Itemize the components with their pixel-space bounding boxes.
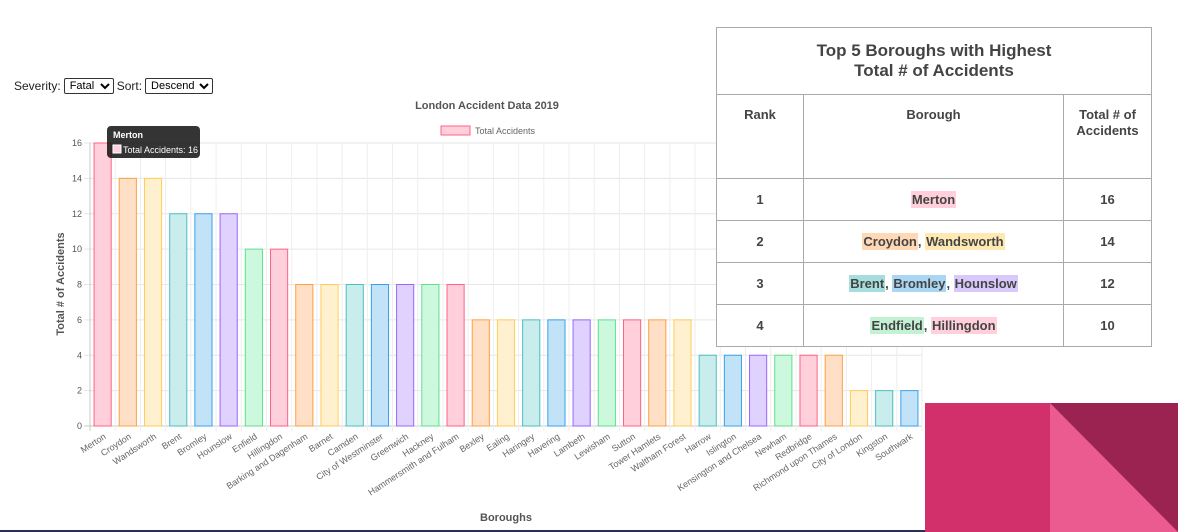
sort-select[interactable]: Descending [145, 78, 214, 94]
borough-chip: Brent [849, 275, 886, 292]
bar [723, 354, 742, 427]
table-row: 4 Endfield, Hillingdon 10 [716, 304, 1152, 347]
bar [648, 319, 667, 427]
rank-cell: 1 [716, 178, 804, 221]
x-tick-label: Bexley [458, 431, 487, 454]
borough-cell: Merton [803, 178, 1064, 221]
bar [698, 354, 717, 427]
table-row: 2 Croydon, Wandsworth 14 [716, 220, 1152, 263]
bar [270, 248, 289, 427]
bar [824, 354, 843, 427]
borough-chip: Endfield [870, 317, 924, 334]
bar [597, 319, 616, 427]
bar [396, 284, 415, 427]
corner-decoration [925, 403, 1178, 532]
severity-label: Severity: [14, 79, 61, 93]
bar [421, 284, 440, 427]
bar [572, 319, 591, 427]
bar [446, 284, 465, 427]
y-tick-label: 8 [77, 280, 82, 290]
borough-cell: Croydon, Wandsworth [803, 220, 1064, 263]
bar [496, 319, 516, 427]
y-tick-label: 16 [72, 138, 82, 148]
decoration-triangle [1050, 403, 1178, 532]
bar [622, 319, 642, 427]
bar [799, 354, 818, 427]
rank-cell: 2 [716, 220, 804, 263]
borough-chip: Hounslow [953, 275, 1018, 292]
bar [194, 213, 213, 427]
filter-controls: Severity: Fatal Sort: Descending [14, 78, 214, 94]
y-tick-label: 10 [72, 244, 82, 254]
bar [143, 177, 163, 427]
bar [169, 213, 188, 427]
table-row: 1 Merton 16 [716, 178, 1152, 221]
legend-swatch [440, 125, 471, 136]
borough-chip: Hillingdon [930, 317, 997, 334]
bar [749, 354, 768, 427]
bar [875, 390, 894, 427]
bar [93, 142, 112, 427]
bar [522, 319, 541, 427]
bar [673, 319, 692, 427]
y-tick-label: 2 [77, 386, 82, 396]
tooltip-title: Merton [113, 130, 143, 140]
bar [774, 354, 793, 427]
bar [547, 319, 566, 427]
header-total: Total # of Accidents [1063, 94, 1152, 179]
bottom-border [0, 530, 925, 532]
bar [370, 284, 390, 427]
bar [320, 284, 339, 427]
table-row: 3 Brent, Bromley, Hounslow 12 [716, 262, 1152, 305]
bar [849, 390, 869, 427]
sort-label: Sort: [116, 79, 143, 93]
y-axis-label: Total # of Accidents [55, 232, 67, 335]
severity-select[interactable]: Fatal [63, 78, 114, 94]
total-cell: 14 [1063, 220, 1152, 263]
y-tick-label: 14 [72, 173, 82, 183]
rank-cell: 4 [716, 304, 804, 347]
header-rank: Rank [716, 94, 804, 179]
caption-line-2: Total # of Accidents [854, 61, 1014, 80]
bar [244, 248, 263, 427]
bar [900, 390, 919, 427]
borough-cell: Brent, Bromley, Hounslow [803, 262, 1064, 305]
legend-label: Total Accidents [475, 126, 536, 136]
table-caption: Top 5 Boroughs with Highest Total # of A… [716, 27, 1152, 95]
table-body: 1 Merton 16 2 Croydon, Wandsworth 14 3 Brent, B… [716, 178, 1152, 347]
borough-chip: Bromley [892, 275, 947, 292]
tooltip-body: Total Accidents: 16 [123, 145, 198, 155]
y-tick-label: 4 [77, 350, 82, 360]
bar [219, 213, 238, 427]
x-axis-label: Boroughs [480, 512, 532, 524]
total-cell: 10 [1063, 304, 1152, 347]
borough-cell: Endfield, Hillingdon [803, 304, 1064, 347]
borough-chip: Merton [910, 191, 957, 208]
bar [471, 319, 490, 427]
chart-title: London Accident Data 2019 [415, 100, 559, 112]
tooltip-box [107, 126, 200, 158]
tooltip-swatch [112, 144, 122, 154]
header-borough: Borough [803, 94, 1064, 179]
total-cell: 12 [1063, 262, 1152, 305]
borough-chip: Croydon [862, 233, 918, 250]
caption-line-1: Top 5 Boroughs with Highest [816, 41, 1052, 60]
y-tick-label: 6 [77, 315, 82, 325]
total-cell: 16 [1063, 178, 1152, 221]
bar [118, 177, 137, 427]
y-tick-label: 0 [77, 421, 82, 431]
top-boroughs-table: Top 5 Boroughs with Highest Total # of A… [716, 27, 1152, 347]
rank-cell: 3 [716, 262, 804, 305]
bar [295, 284, 314, 427]
bar [345, 284, 364, 427]
y-tick-label: 12 [72, 209, 82, 219]
borough-chip: Wandsworth [925, 233, 1005, 250]
